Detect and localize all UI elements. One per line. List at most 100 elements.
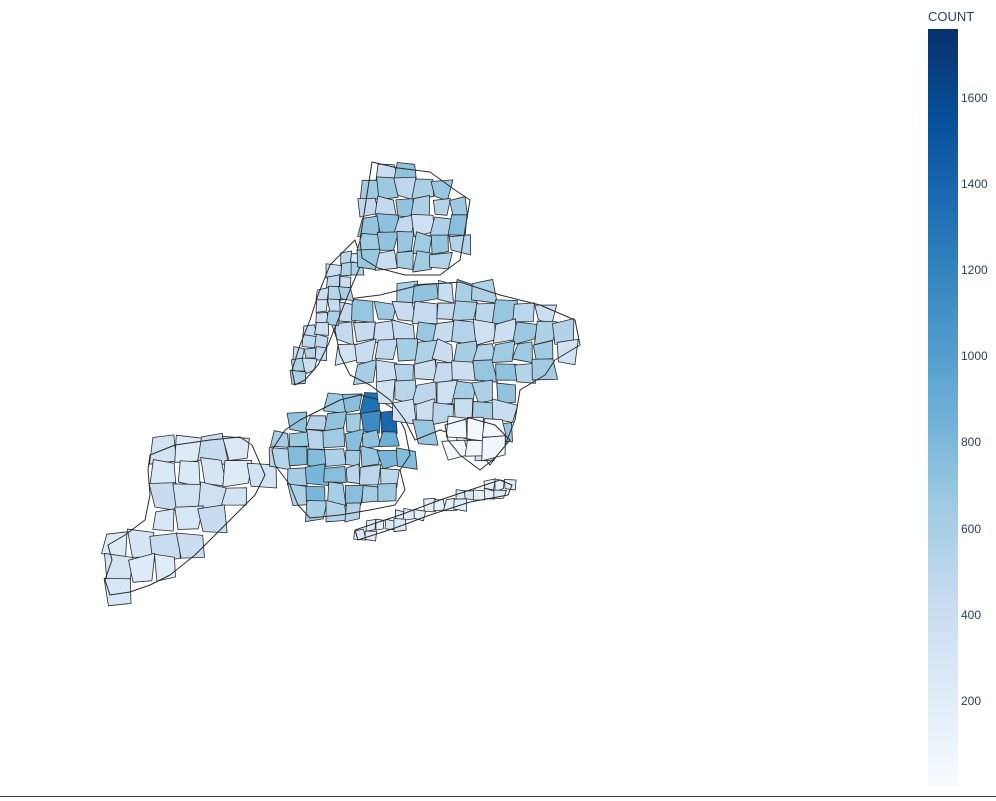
bronx-zip-20[interactable]: [376, 231, 400, 251]
brooklyn-zip-10[interactable]: [288, 431, 311, 448]
brooklyn-zip-15[interactable]: [377, 431, 400, 448]
jfk-zip-5[interactable]: [481, 435, 506, 462]
queens-zip-17[interactable]: [353, 321, 376, 343]
staten-island-zip-17[interactable]: [126, 528, 155, 558]
staten-island-zip-18[interactable]: [149, 532, 181, 562]
brooklyn-zip-36[interactable]: [305, 500, 328, 522]
bronx-zip-12[interactable]: [449, 196, 469, 218]
bottom-divider: [0, 796, 996, 797]
brooklyn-zip-14[interactable]: [362, 429, 382, 449]
staten-island-zip-5[interactable]: [177, 460, 201, 488]
bronx-zip-2[interactable]: [359, 179, 381, 201]
colorbar-tick-1200: 1200: [961, 263, 988, 278]
staten-island-zip-14[interactable]: [174, 505, 204, 530]
queens-zip-14[interactable]: [512, 302, 535, 323]
queens-zip-25[interactable]: [511, 321, 539, 346]
colorbar-tick-200: 200: [961, 693, 982, 708]
manhattan-zip-20[interactable]: [314, 346, 328, 361]
brooklyn-zip-26[interactable]: [323, 465, 347, 483]
queens-zip-9[interactable]: [411, 300, 438, 325]
bronx-zip-3[interactable]: [376, 176, 399, 201]
staten-island-zip-21[interactable]: [128, 552, 156, 583]
colorbar-tick-1600: 1600: [961, 90, 988, 105]
queens-zip-36[interactable]: [491, 340, 516, 363]
brooklyn-zip-28[interactable]: [359, 464, 382, 486]
manhattan-zip-6[interactable]: [339, 276, 352, 289]
rockaway-zip-0[interactable]: [483, 478, 497, 491]
queens-zip-48[interactable]: [514, 363, 536, 384]
queens-zip-8[interactable]: [391, 301, 417, 322]
manhattan-zip-19[interactable]: [303, 347, 317, 359]
bronx-zip-26[interactable]: [374, 249, 398, 271]
queens-zip-62[interactable]: [491, 398, 519, 423]
brooklyn-zip-29[interactable]: [380, 467, 400, 488]
nyc-zipcode-map: [101, 161, 581, 607]
queens-zip-6[interactable]: [351, 298, 374, 324]
brooklyn-zip-35[interactable]: [377, 482, 397, 502]
bronx-zip-17[interactable]: [429, 216, 453, 238]
brooklyn-zip-31[interactable]: [305, 485, 326, 503]
bronx-zip-5[interactable]: [411, 178, 435, 201]
staten-island-zip-12[interactable]: [221, 487, 248, 506]
rockaway-zip-15[interactable]: [365, 519, 377, 532]
colorbar-tick-800: 800: [961, 435, 982, 450]
brooklyn-zip-17[interactable]: [287, 446, 308, 467]
colorbar-tick-600: 600: [961, 521, 982, 536]
bronx-zip-29[interactable]: [429, 252, 453, 270]
brooklyn-zip-20[interactable]: [345, 449, 361, 468]
queens-zip-55[interactable]: [471, 379, 493, 404]
queens-zip-49[interactable]: [531, 358, 559, 381]
brooklyn-zip-23[interactable]: [395, 447, 418, 470]
staten-island-zip-13[interactable]: [152, 508, 175, 532]
manhattan-zip-15[interactable]: [314, 321, 330, 336]
bronx-zip-21[interactable]: [396, 231, 415, 254]
brooklyn-zip-27[interactable]: [345, 463, 361, 485]
rockaway-zip-18[interactable]: [393, 518, 407, 533]
brooklyn-zip-19[interactable]: [324, 448, 347, 467]
staten-island-outline: [104, 436, 266, 596]
queens-zip-46[interactable]: [472, 359, 498, 383]
brooklyn-zip-12[interactable]: [322, 427, 346, 449]
queens-zip-37[interactable]: [511, 341, 533, 364]
staten-island-zip-19[interactable]: [175, 532, 205, 559]
queens-zip-29[interactable]: [354, 338, 377, 364]
queens-zip-7[interactable]: [373, 300, 397, 320]
brooklyn-zip-7[interactable]: [360, 410, 381, 434]
queens-zip-11[interactable]: [452, 300, 478, 321]
queens-zip-26[interactable]: [534, 320, 558, 346]
staten-island-zip-7[interactable]: [222, 460, 253, 488]
jfk-zip-2[interactable]: [482, 418, 507, 438]
bronx-zip-28[interactable]: [412, 250, 433, 273]
rockaway-zip-5[interactable]: [472, 489, 487, 501]
bronx-zip-24[interactable]: [448, 234, 472, 256]
colorbar-title: COUNT: [928, 9, 975, 24]
queens-zip-31[interactable]: [395, 338, 419, 362]
staten-island-zip-23[interactable]: [103, 577, 132, 607]
bronx-zip-11[interactable]: [432, 198, 451, 216]
jfk-zip-3[interactable]: [441, 439, 469, 461]
choropleth-map[interactable]: [0, 0, 900, 796]
queens-zip-56[interactable]: [496, 382, 516, 405]
brooklyn-zip-2[interactable]: [359, 392, 380, 415]
staten-island-zip-9[interactable]: [148, 482, 177, 511]
jfk-outline: [444, 417, 511, 471]
queens-zip-4[interactable]: [471, 279, 498, 304]
brooklyn-zip-21[interactable]: [360, 445, 381, 468]
queens-zip-30[interactable]: [374, 338, 399, 360]
bronx-zip-27[interactable]: [396, 250, 414, 270]
brooklyn-outline: [271, 394, 411, 519]
brooklyn-zip-6[interactable]: [345, 413, 361, 433]
manhattan-zip-13[interactable]: [325, 310, 341, 326]
manhattan-zip-10[interactable]: [315, 299, 328, 313]
rockaway-outline: [354, 479, 513, 541]
rockaway-zip-8[interactable]: [423, 497, 437, 513]
queens-zip-44[interactable]: [432, 362, 457, 385]
bronx-zip-23[interactable]: [430, 234, 449, 255]
colorbar-tick-1400: 1400: [961, 177, 988, 192]
staten-island-zip-8[interactable]: [246, 462, 277, 489]
brooklyn-zip-33[interactable]: [344, 484, 365, 506]
queens-zip-40[interactable]: [352, 359, 378, 386]
bronx-zip-6[interactable]: [430, 179, 454, 201]
manhattan-zip-8[interactable]: [327, 285, 342, 301]
staten-island-zip-15[interactable]: [197, 504, 228, 533]
